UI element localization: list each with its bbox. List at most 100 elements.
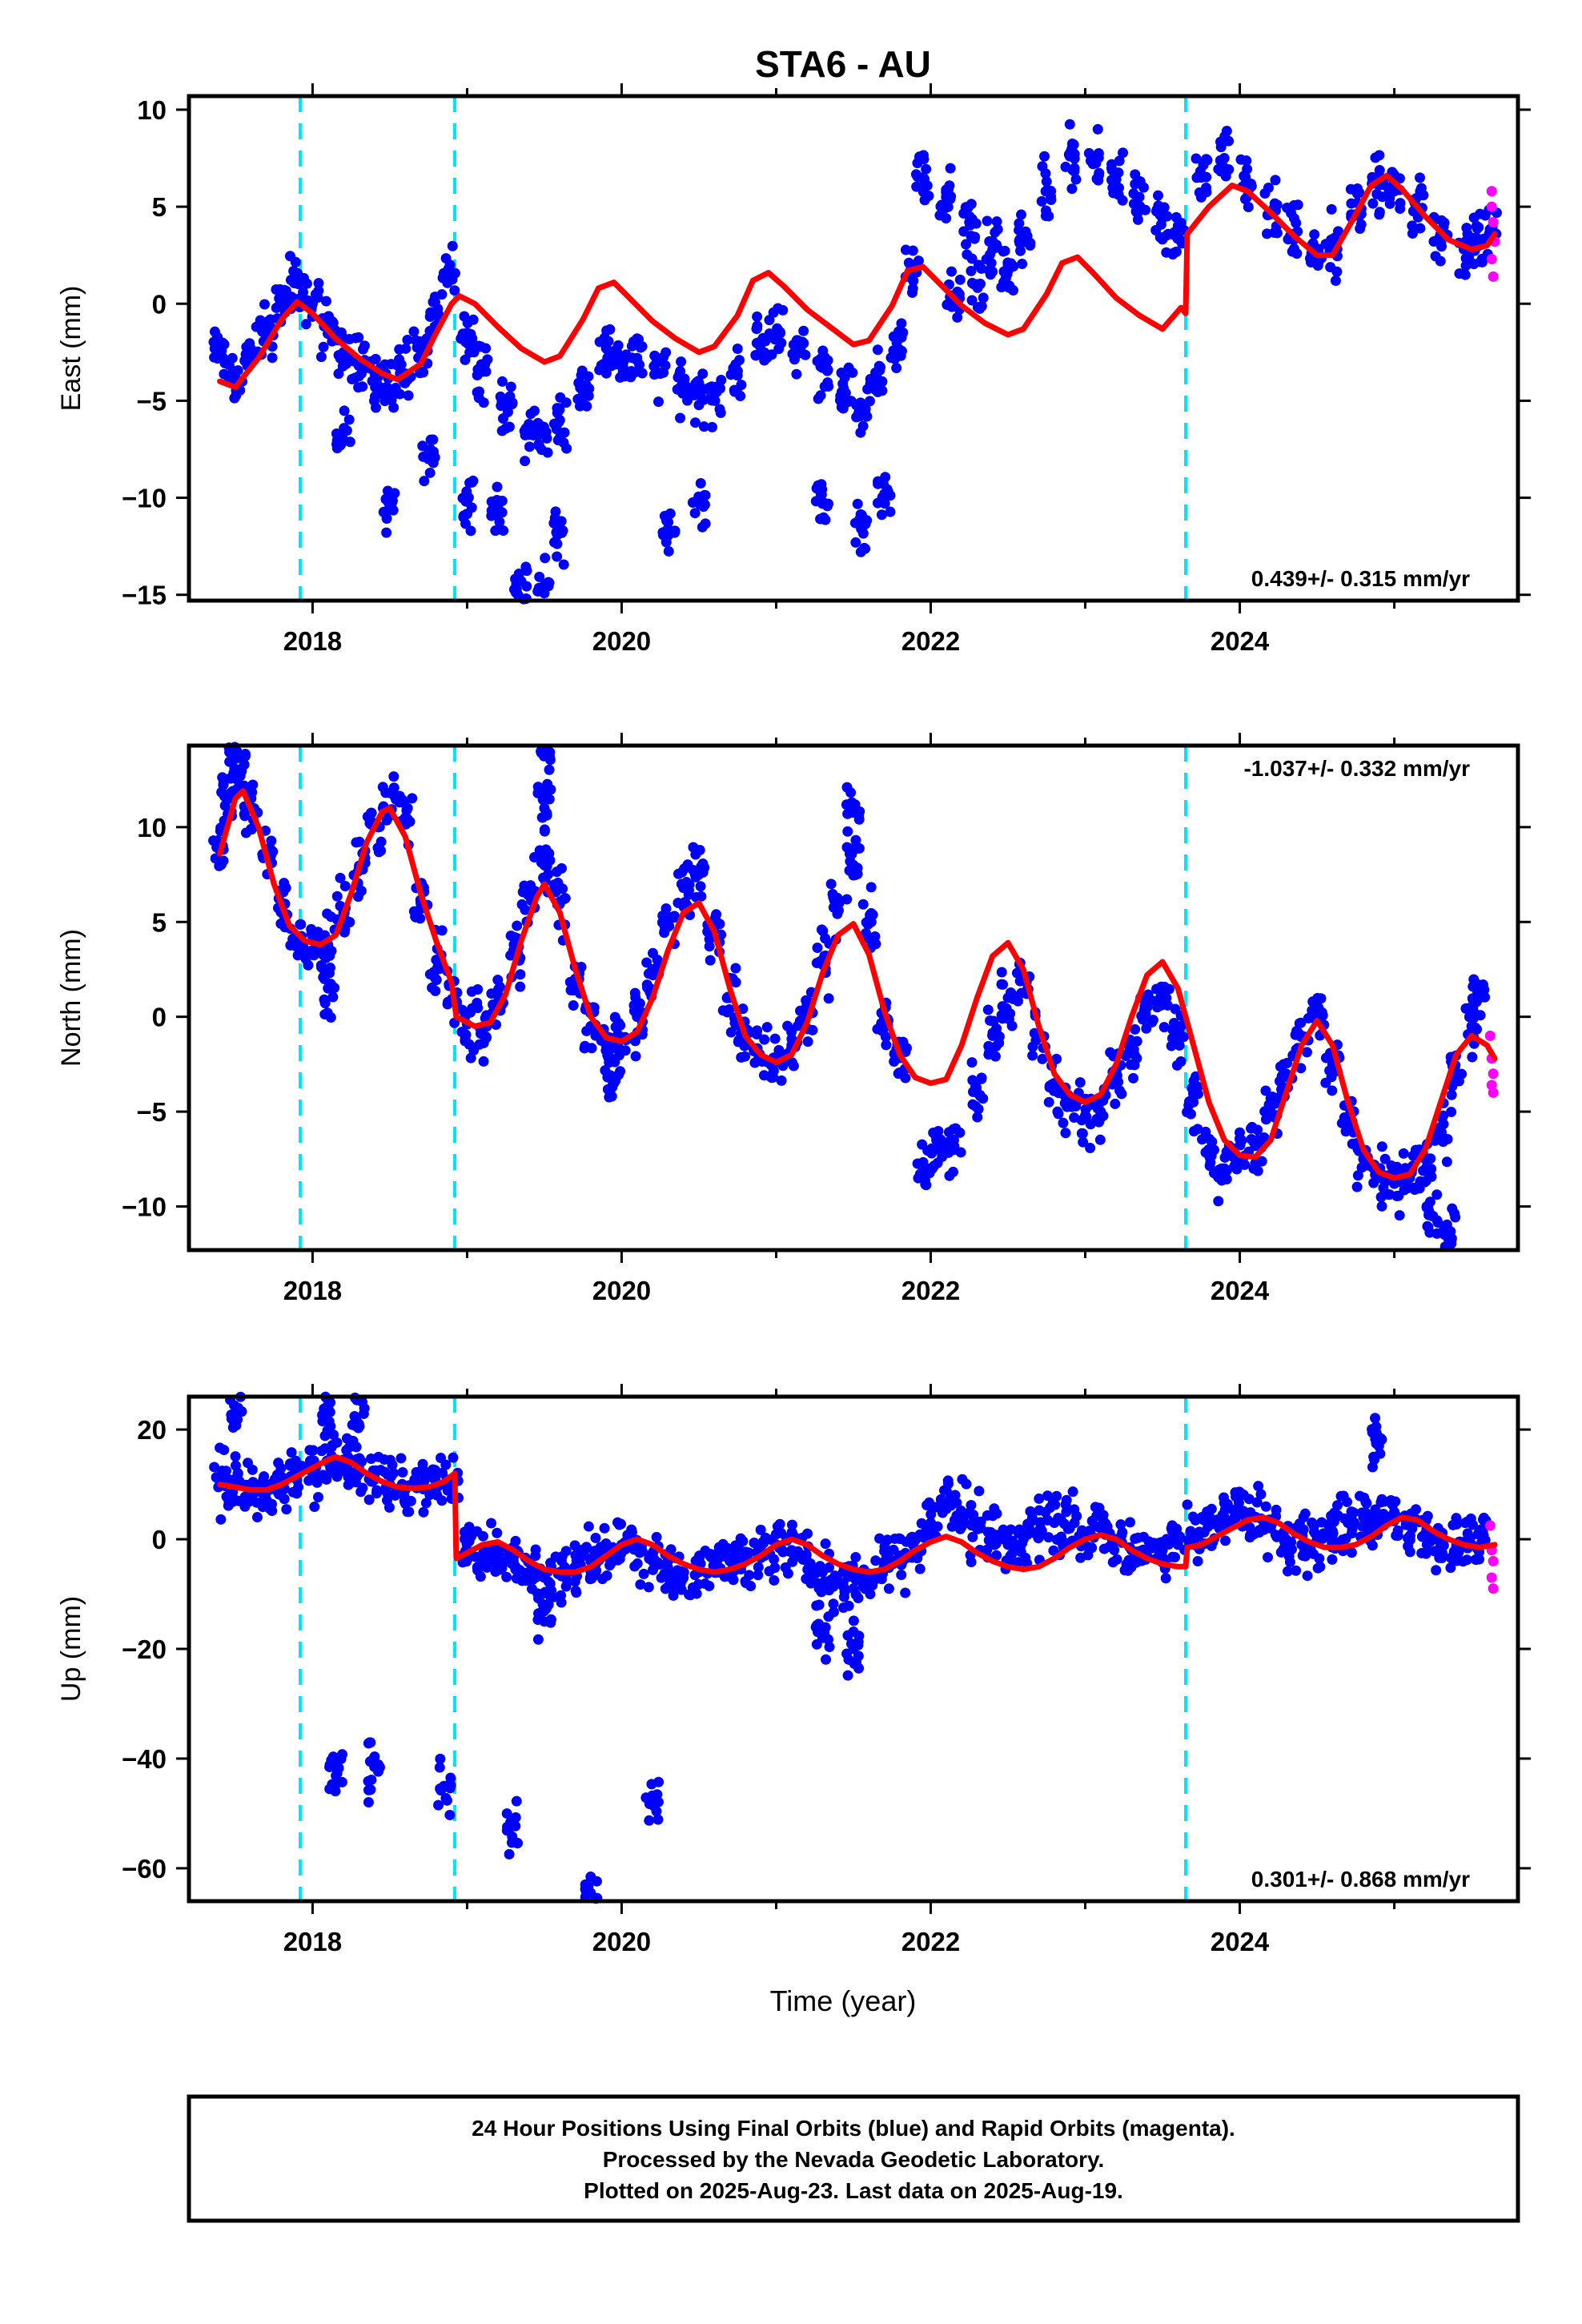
east-data-point <box>275 283 286 295</box>
east-data-point <box>985 249 996 260</box>
up-data-point <box>1061 1494 1072 1506</box>
east-data-point <box>813 393 824 404</box>
east-data-point <box>974 303 986 314</box>
north-data-point <box>331 891 343 902</box>
up-data-point <box>982 1510 993 1521</box>
north-data-point <box>1376 1141 1387 1152</box>
east-data-point <box>1106 159 1118 170</box>
up-data-point <box>433 1799 444 1811</box>
east-data-point <box>1346 198 1357 209</box>
east-data-point <box>425 444 436 455</box>
up-data-point <box>445 1779 456 1791</box>
north-data-point <box>967 1086 978 1097</box>
north-data-point <box>1470 1022 1481 1033</box>
east-data-point <box>1325 262 1336 273</box>
east-data-point <box>939 203 950 214</box>
up-data-point <box>239 1501 251 1512</box>
east-data-point <box>1486 201 1497 212</box>
east-data-point <box>315 352 327 363</box>
up-data-point <box>1262 1552 1273 1563</box>
up-data-point <box>1387 1498 1398 1510</box>
up-data-point <box>741 1546 752 1558</box>
up-data-point <box>998 1534 1010 1545</box>
east-data-point <box>480 366 491 377</box>
east-data-point <box>855 397 866 408</box>
east-data-point <box>791 368 802 380</box>
east-data-point <box>857 528 869 539</box>
east-data-point <box>447 240 458 251</box>
east-data-point <box>1063 149 1074 160</box>
up-data-point <box>1346 1528 1357 1539</box>
north-data-point <box>544 764 555 775</box>
north-data-point <box>1058 1117 1069 1128</box>
east-data-point <box>766 349 777 360</box>
north-data-point <box>1213 1196 1224 1207</box>
north-data-point <box>401 805 412 816</box>
east-data-point <box>1014 218 1025 229</box>
north-data-point <box>1292 1027 1303 1038</box>
north-data-point <box>306 923 317 935</box>
east-data-point <box>583 371 594 382</box>
north-data-point <box>607 1082 618 1093</box>
north-data-point <box>733 1035 745 1046</box>
up-data-point <box>883 1583 894 1594</box>
east-data-point <box>636 368 648 379</box>
up-data-point <box>653 1776 665 1787</box>
north-data-point <box>1081 1111 1092 1122</box>
up-data-point <box>560 1546 572 1557</box>
east-data-point <box>540 579 551 590</box>
east-data-point <box>209 343 220 354</box>
north-data-point <box>852 862 863 874</box>
up-data-point <box>258 1474 269 1486</box>
east-data-point <box>494 517 505 528</box>
up-x-tick-label: 2022 <box>901 1927 960 1956</box>
east-data-point <box>689 417 701 428</box>
east-data-point <box>1170 211 1182 223</box>
up-data-point <box>1338 1490 1349 1502</box>
up-data-point <box>1094 1502 1105 1514</box>
up-data-point <box>1219 1498 1230 1509</box>
north-data-point <box>1247 1121 1258 1132</box>
north-data-point <box>1221 1173 1232 1184</box>
east-data-point <box>534 571 545 582</box>
north-data-point <box>232 774 243 786</box>
east-data-point <box>819 381 830 392</box>
up-data-point <box>1006 1549 1018 1560</box>
up-data-point <box>383 1502 395 1513</box>
east-data-point <box>1333 226 1344 237</box>
east-data-point <box>581 400 592 412</box>
north-data-point <box>659 921 670 932</box>
north-data-point <box>246 824 257 835</box>
north-data-point <box>1167 1032 1178 1043</box>
east-data-point <box>1093 175 1104 186</box>
up-data-point <box>1244 1532 1255 1543</box>
east-panel: 2018 2020 2022 2024 10 5 0 −5 −10 −15 East (mm) 0.4… <box>56 83 1531 656</box>
up-data-point <box>906 1531 917 1542</box>
up-data-point <box>1461 1554 1472 1566</box>
east-data-point <box>344 436 355 448</box>
east-data-point <box>320 296 331 307</box>
east-data-point <box>1221 126 1232 137</box>
up-data-point <box>1260 1501 1271 1512</box>
up-data-point <box>1327 1528 1339 1539</box>
east-plot-frame <box>187 94 1520 603</box>
north-data-point <box>1399 1184 1410 1196</box>
north-data-point <box>669 912 680 923</box>
north-data-point <box>1113 1076 1124 1088</box>
north-data-point <box>515 969 526 980</box>
north-data-point <box>850 834 861 846</box>
north-data-point <box>1171 1059 1182 1071</box>
east-data-point <box>752 311 763 322</box>
north-data-point <box>1339 1112 1350 1124</box>
up-data-point <box>1050 1499 1061 1510</box>
east-data-point <box>689 508 701 519</box>
up-data-point <box>417 1458 428 1470</box>
north-data-point <box>1185 1108 1196 1120</box>
up-data-point <box>787 1556 798 1567</box>
up-data-point <box>843 1600 854 1611</box>
up-data-point <box>774 1518 785 1530</box>
north-data-point <box>1006 1020 1018 1031</box>
east-data-point <box>954 274 966 285</box>
east-data-point <box>856 509 867 521</box>
east-data-point <box>865 379 876 390</box>
